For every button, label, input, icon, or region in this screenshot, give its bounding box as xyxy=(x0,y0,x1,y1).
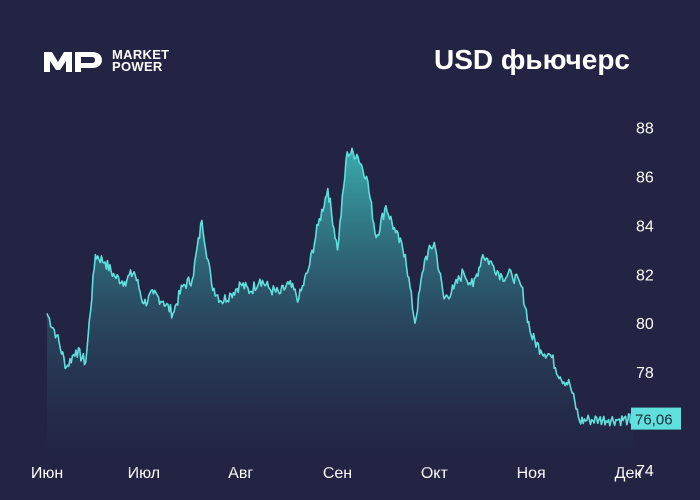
brand-line-2: POWER xyxy=(112,59,163,74)
y-tick-label: 80 xyxy=(636,316,654,333)
price-line xyxy=(46,147,634,427)
y-tick-label: 86 xyxy=(636,169,654,186)
mp-logo-icon xyxy=(44,52,102,72)
price-area xyxy=(47,148,633,471)
last-value-badge: 76,06 xyxy=(631,407,681,430)
y-tick-label: 82 xyxy=(636,267,654,284)
y-tick-label: 78 xyxy=(636,365,654,382)
y-tick-label: 88 xyxy=(636,120,654,137)
y-tick-label: 74 xyxy=(636,463,654,480)
last-value-badge-bg xyxy=(631,407,681,430)
last-value-label: 76,06 xyxy=(635,412,673,429)
chart-title: USD фьючерс xyxy=(434,44,630,75)
brand-line-1: MARKET xyxy=(112,47,170,62)
y-tick-label: 84 xyxy=(636,218,654,235)
brand-name: MARKET POWER xyxy=(112,47,170,74)
brand-logo: MARKET POWER xyxy=(42,48,169,74)
